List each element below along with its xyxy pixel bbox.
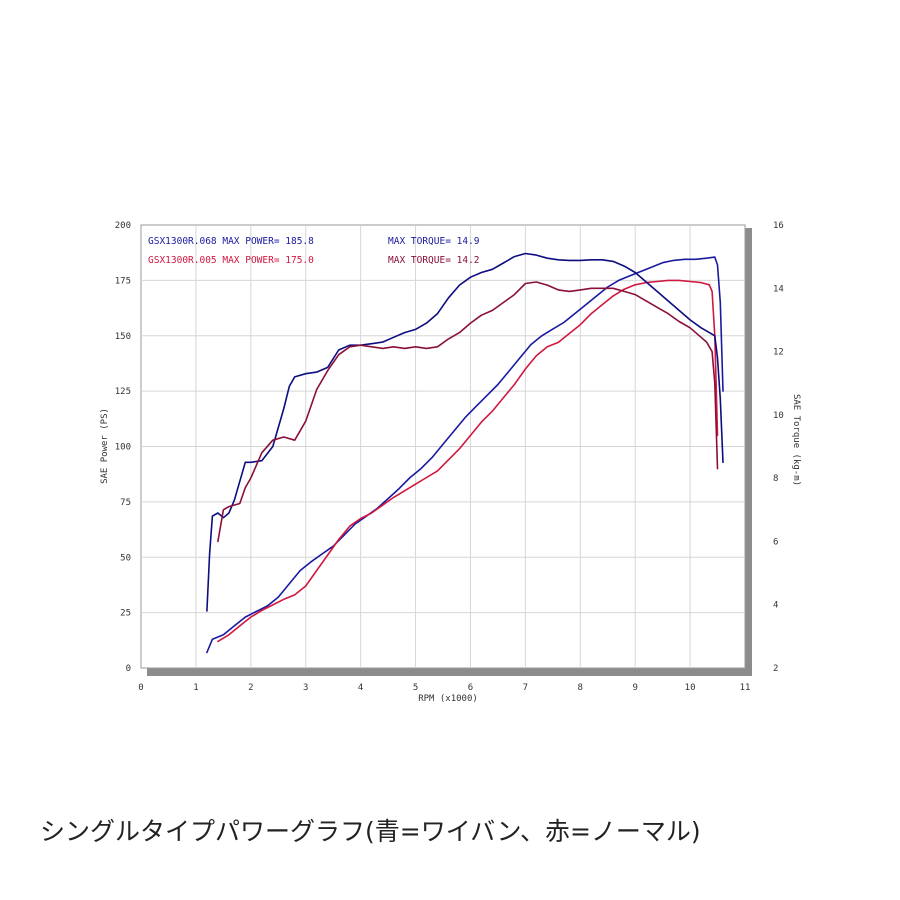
annotation-red-torque: MAX TORQUE= 14.2 <box>388 255 480 266</box>
y-right-tick-label: 8 <box>773 474 778 484</box>
x-tick-label: 5 <box>413 683 418 693</box>
x-tick-label: 4 <box>358 683 363 693</box>
x-tick-label: 7 <box>523 683 528 693</box>
x-tick-label: 2 <box>248 683 253 693</box>
y-right-tick-label: 6 <box>773 537 778 547</box>
y-right-tick-label: 2 <box>773 664 778 674</box>
y-left-tick-label: 150 <box>115 332 131 342</box>
y-left-tick-label: 125 <box>115 387 131 397</box>
series-line-2-torque <box>206 252 724 612</box>
y-right-tick-label: 4 <box>773 601 778 611</box>
x-tick-label: 11 <box>740 683 751 693</box>
y-right-tick-label: 16 <box>773 221 784 231</box>
x-tick-label: 8 <box>578 683 583 693</box>
x-tick-label: 9 <box>632 683 637 693</box>
y-left-tick-label: 0 <box>126 664 131 674</box>
x-tick-label: 3 <box>303 683 308 693</box>
series-line-1-power <box>217 279 719 643</box>
series-line-3-torque <box>217 281 719 543</box>
x-tick-labels: 0 1 2 3 4 5 6 7 8 9 10 11 <box>138 683 750 693</box>
series-line-0-power <box>206 256 724 654</box>
plot-frame-right-shadow <box>745 228 752 676</box>
x-tick-label: 1 <box>193 683 198 693</box>
annotation-red-power: GSX1300R.005 MAX POWER= 175.0 <box>148 255 314 266</box>
y-right-tick-label: 12 <box>773 348 784 358</box>
y-right-tick-label: 14 <box>773 284 784 294</box>
annotation-blue-power: GSX1300R.068 MAX POWER= 185.8 <box>148 236 314 247</box>
y-left-tick-labels: 0 25 50 75 100 125 150 175 200 <box>115 221 131 674</box>
y-left-tick-label: 50 <box>120 553 131 563</box>
y-right-axis-label: SAE Torque (kg-m) <box>791 394 801 486</box>
y-left-tick-label: 25 <box>120 609 131 619</box>
y-right-tick-label: 10 <box>773 411 784 421</box>
plot-frame-bottom-shadow <box>147 668 752 676</box>
caption: シングルタイプパワーグラフ(青=ワイバン、赤=ノーマル) <box>40 817 701 846</box>
x-tick-label: 6 <box>468 683 473 693</box>
x-tick-label: 10 <box>685 683 696 693</box>
series-layer <box>206 252 724 654</box>
y-left-tick-label: 200 <box>115 221 131 231</box>
y-left-tick-label: 75 <box>120 498 131 508</box>
y-right-tick-labels: 2 4 6 8 10 12 14 16 <box>773 221 784 674</box>
x-axis-label: RPM (x1000) <box>418 694 478 704</box>
y-left-axis-label: SAE Power (PS) <box>100 408 110 484</box>
annotation-blue-torque: MAX TORQUE= 14.9 <box>388 236 480 247</box>
y-left-tick-label: 100 <box>115 443 131 453</box>
y-left-tick-label: 175 <box>115 276 131 286</box>
grid-lines <box>141 225 745 668</box>
x-tick-label: 0 <box>138 683 143 693</box>
